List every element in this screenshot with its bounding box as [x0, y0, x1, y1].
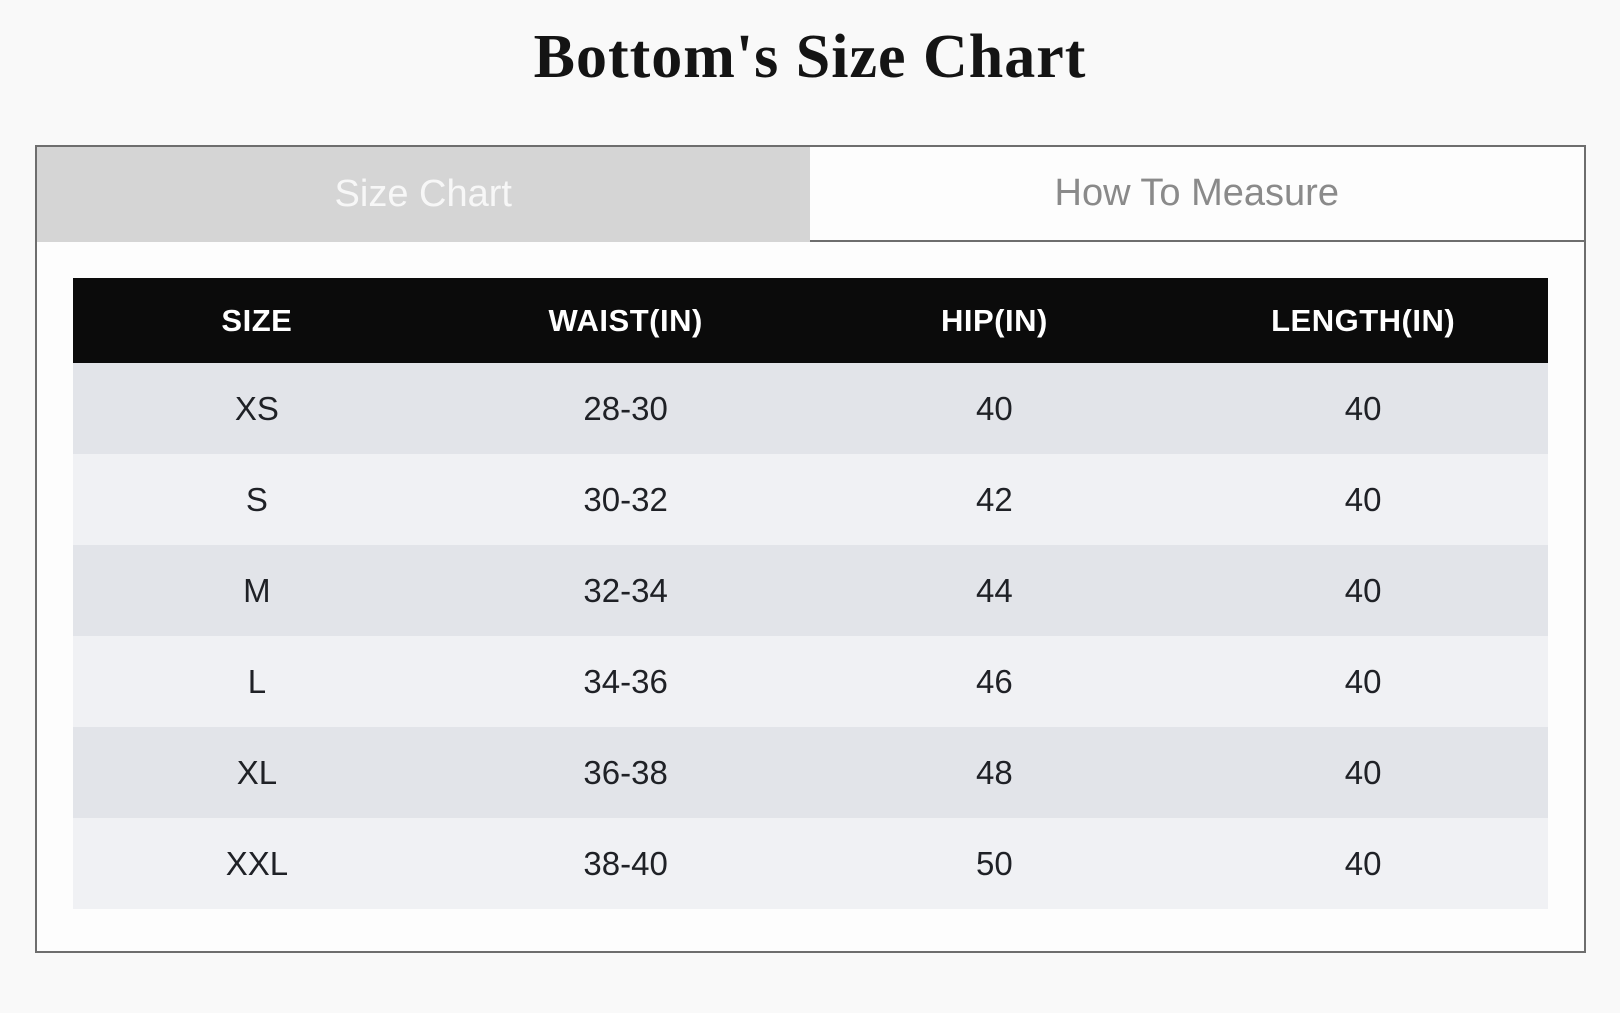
cell-hip: 48 [976, 753, 1013, 791]
cell-waist: 30-32 [583, 480, 668, 518]
cell-waist: 38-40 [583, 844, 668, 882]
cell-waist: 28-30 [583, 389, 668, 427]
column-header-waist: WAIST(IN) [441, 278, 810, 363]
cell-waist: 36-38 [583, 753, 668, 791]
cell-length: 40 [1344, 571, 1382, 609]
column-header-size: SIZE [72, 278, 442, 363]
cell-length: 40 [1344, 480, 1382, 518]
cell-length: 40 [1344, 844, 1382, 882]
cell-length: 40 [1344, 389, 1382, 427]
cell-hip: 44 [976, 571, 1013, 609]
column-header-hip: HIP(IN) [810, 278, 1179, 363]
table-row: L 34-36 46 40 [72, 636, 1548, 727]
table-row: M 32-34 44 40 [72, 545, 1548, 636]
column-header-length: LENGTH(IN) [1178, 278, 1548, 363]
size-table: SIZE WAIST(IN) HIP(IN) LENGTH(IN) XS 28-… [72, 278, 1548, 909]
cell-size: XS [234, 389, 279, 427]
table-row: XS 28-30 40 40 [72, 363, 1548, 454]
cell-size: L [247, 662, 267, 700]
table-row: S 30-32 42 40 [72, 454, 1548, 545]
cell-length: 40 [1344, 753, 1382, 791]
cell-length: 40 [1344, 662, 1382, 700]
tab-size-chart[interactable]: Size Chart [36, 147, 810, 242]
table-row: XL 36-38 48 40 [72, 727, 1548, 818]
table-header-row: SIZE WAIST(IN) HIP(IN) LENGTH(IN) [72, 278, 1548, 363]
cell-hip: 50 [976, 844, 1013, 882]
size-chart-widget: Size Chart How To Measure SIZE WAIST(IN)… [34, 145, 1586, 953]
cell-hip: 46 [976, 662, 1013, 700]
cell-hip: 42 [976, 480, 1013, 518]
tab-bar: Size Chart How To Measure [36, 147, 1584, 242]
cell-size: XXL [225, 844, 289, 882]
cell-waist: 34-36 [583, 662, 668, 700]
cell-waist: 32-34 [583, 571, 668, 609]
page-title: Bottom's Size Chart [533, 23, 1087, 91]
cell-size: M [243, 571, 271, 609]
cell-hip: 40 [976, 389, 1013, 427]
cell-size: XL [236, 753, 278, 791]
tab-how-to-measure[interactable]: How To Measure [810, 147, 1584, 242]
cell-size: S [245, 480, 268, 518]
table-row: XXL 38-40 50 40 [72, 818, 1548, 909]
size-chart-panel: SIZE WAIST(IN) HIP(IN) LENGTH(IN) XS 28-… [36, 242, 1584, 951]
